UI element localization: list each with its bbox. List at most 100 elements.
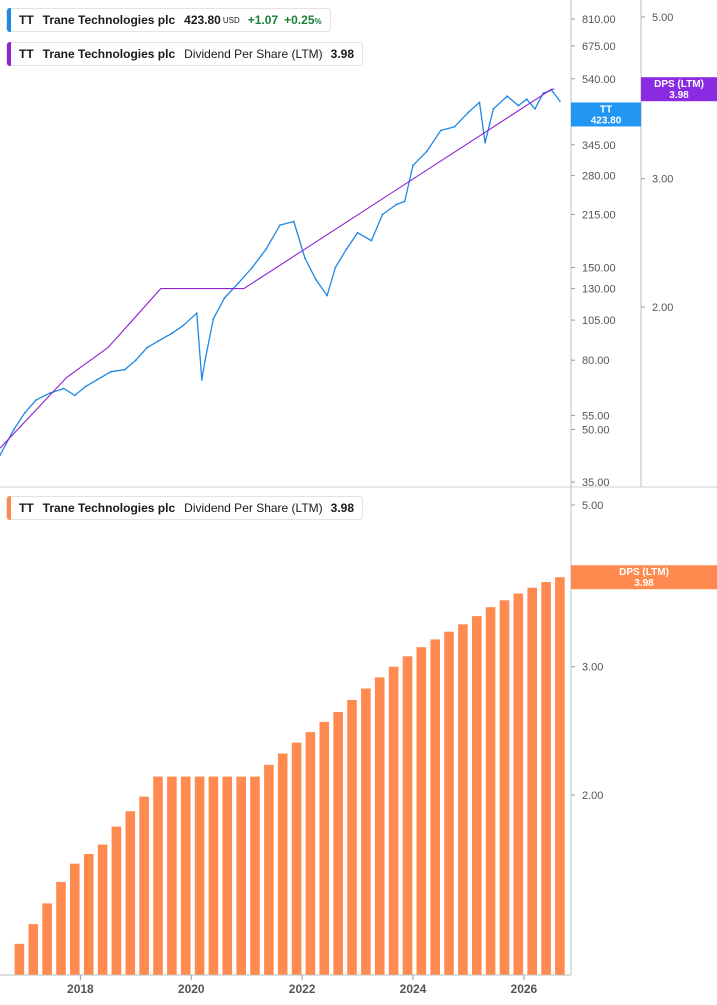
dps-bar	[416, 647, 427, 975]
dps-tick-label: 2.00	[652, 302, 673, 314]
price-point	[345, 248, 348, 251]
price-point	[453, 125, 456, 128]
x-tick-label: 2022	[289, 982, 316, 996]
price-legend-swatch	[7, 8, 11, 32]
price-point	[292, 220, 295, 223]
price-point	[304, 257, 306, 259]
dps-bar	[70, 863, 80, 975]
dps-bar	[361, 688, 371, 975]
price-point	[62, 387, 65, 390]
dps-bar	[264, 764, 274, 975]
dps-bar	[277, 753, 288, 975]
price-point	[73, 394, 76, 397]
price-tick-label: 215.00	[582, 210, 616, 222]
legend-change: +1.07	[247, 13, 279, 27]
bar-tick-label: 2.00	[582, 790, 603, 802]
dps-bar	[527, 587, 537, 975]
price-point	[467, 111, 470, 114]
price-point	[403, 200, 406, 203]
legend-ticker: TT	[19, 501, 34, 515]
price-point	[157, 340, 159, 343]
price-point	[146, 346, 148, 349]
dps-bar	[222, 776, 233, 975]
legend-series: Dividend Per Share (LTM)	[184, 501, 323, 515]
price-point	[381, 213, 384, 216]
dps-bar	[180, 776, 191, 975]
price-point	[123, 368, 126, 371]
price-point	[251, 266, 254, 269]
dps-bar	[541, 582, 551, 975]
dps-tick-label: 3.00	[652, 174, 673, 186]
dps-bar	[444, 631, 454, 975]
dps-bar	[291, 742, 302, 975]
price-tick-label: 50.00	[582, 424, 610, 436]
dps-bar	[319, 721, 330, 975]
price-point	[478, 101, 481, 104]
dps-bar	[97, 844, 108, 975]
price-point	[279, 224, 281, 227]
dps-bottom-badge-line1: DPS (LTM)	[619, 567, 669, 578]
price-point	[13, 428, 15, 431]
dps-bar	[194, 776, 205, 975]
price-point	[492, 108, 495, 110]
price-point	[24, 411, 26, 414]
legend-ticker: TT	[19, 13, 34, 27]
price-point	[525, 98, 528, 101]
legend-change-pct: +0.25%	[284, 13, 322, 27]
price-point	[223, 297, 226, 299]
tick-labels-layer: 810.00 675.00 540.00 345.00 280.00 215.00 150.…	[67, 12, 673, 996]
price-point	[334, 266, 337, 269]
price-point	[171, 332, 173, 335]
legend-series: Dividend Per Share (LTM)	[184, 47, 323, 61]
price-point	[395, 203, 398, 206]
price-tick-label: 810.00	[582, 14, 616, 26]
price-point	[426, 150, 428, 153]
dps-top-legend-swatch	[7, 42, 11, 66]
dps-top-legend: TT Trane Technologies plc Dividend Per S…	[6, 42, 364, 66]
x-tick-label: 2018	[67, 982, 94, 996]
price-line-layer	[0, 89, 561, 456]
dps-series-line	[0, 88, 555, 449]
price-tick-label: 675.00	[582, 41, 616, 53]
legend-company: Trane Technologies plc	[42, 13, 176, 27]
price-point	[484, 141, 486, 144]
bar-tick-label: 5.00	[582, 500, 603, 512]
legend-company: Trane Technologies plc	[42, 501, 176, 515]
price-tick-label: 130.00	[582, 284, 616, 296]
dps-line-layer	[0, 88, 555, 449]
price-series-line	[0, 89, 561, 456]
legend-ticker: TT	[19, 47, 34, 61]
x-tick-label: 2026	[511, 982, 538, 996]
price-point	[534, 108, 536, 110]
dps-bottom-legend: TT Trane Technologies plc Dividend Per S…	[6, 496, 364, 520]
dps-bar	[402, 656, 413, 975]
price-tick-label: 105.00	[582, 315, 616, 327]
dps-bar	[347, 700, 357, 975]
legend-value: 3.98	[330, 501, 355, 515]
price-point	[370, 239, 373, 242]
x-tick-label: 2020	[178, 982, 205, 996]
price-point	[517, 104, 520, 107]
dps-bottom-legend-swatch	[7, 496, 11, 520]
dps-bar	[305, 732, 316, 975]
dps-bar	[14, 943, 25, 975]
price-point	[200, 378, 203, 381]
dps-top-badge: DPS (LTM)3.98	[641, 77, 717, 102]
price-point	[182, 324, 184, 327]
price-point	[0, 454, 1, 456]
dps-bar	[28, 924, 39, 975]
dps-bar	[458, 624, 468, 975]
dps-bar	[374, 677, 385, 975]
dps-bar	[555, 577, 565, 975]
dps-bottom-badge-line2: 3.98	[634, 578, 654, 589]
dps-bar	[125, 811, 136, 975]
price-point	[212, 317, 215, 320]
price-point	[134, 359, 137, 362]
dps-bar	[111, 826, 122, 975]
price-point	[542, 92, 545, 94]
dps-bar	[208, 776, 219, 975]
dps-bar	[499, 600, 510, 975]
dps-bar	[236, 776, 246, 975]
